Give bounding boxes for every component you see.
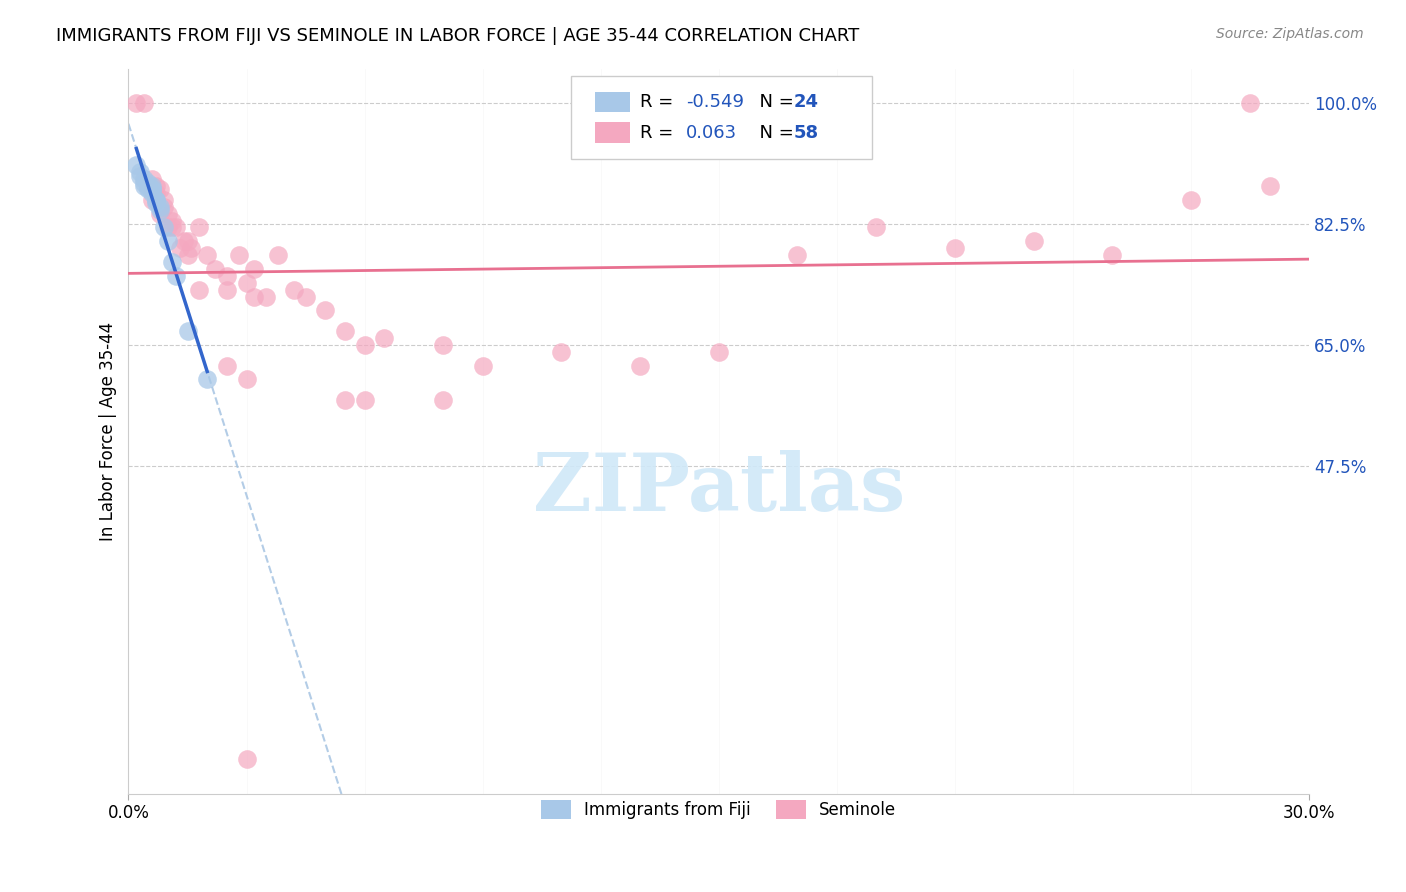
Point	[195, 372, 218, 386]
Point	[134, 179, 156, 194]
Point	[1239, 96, 1261, 111]
Point	[153, 220, 176, 235]
Point	[180, 241, 202, 255]
Text: R =: R =	[640, 94, 679, 112]
Point	[160, 220, 183, 235]
Text: R =: R =	[640, 124, 679, 142]
Legend: Immigrants from Fiji, Seminole: Immigrants from Fiji, Seminole	[534, 793, 903, 826]
Point	[432, 338, 454, 352]
Point	[550, 344, 572, 359]
Point	[1101, 248, 1123, 262]
Point	[134, 176, 156, 190]
Point	[134, 172, 156, 186]
Point	[141, 193, 163, 207]
Point	[129, 169, 152, 183]
Point	[134, 96, 156, 111]
Point	[145, 193, 167, 207]
Text: 0.063: 0.063	[686, 124, 737, 142]
Point	[165, 268, 187, 283]
Point	[432, 393, 454, 408]
Point	[1180, 193, 1202, 207]
Point	[173, 234, 195, 248]
Point	[786, 248, 808, 262]
Point	[215, 359, 238, 373]
Point	[353, 393, 375, 408]
Point	[169, 241, 191, 255]
Point	[160, 213, 183, 227]
Point	[294, 289, 316, 303]
Point	[243, 289, 266, 303]
Point	[176, 234, 198, 248]
Point	[149, 206, 172, 220]
Point	[235, 276, 257, 290]
Point	[141, 186, 163, 200]
FancyBboxPatch shape	[571, 76, 872, 159]
Point	[235, 752, 257, 766]
FancyBboxPatch shape	[595, 92, 630, 112]
Point	[125, 96, 148, 111]
Point	[160, 255, 183, 269]
Point	[707, 344, 730, 359]
Point	[136, 179, 159, 194]
Point	[235, 372, 257, 386]
Point	[333, 393, 356, 408]
Point	[176, 248, 198, 262]
Point	[141, 179, 163, 194]
Point	[125, 158, 148, 172]
Point	[176, 324, 198, 338]
Point	[1022, 234, 1045, 248]
Point	[153, 193, 176, 207]
Point	[149, 182, 172, 196]
Point	[243, 261, 266, 276]
Point	[149, 203, 172, 218]
Point	[145, 179, 167, 194]
Text: 58: 58	[793, 124, 818, 142]
Point	[865, 220, 887, 235]
Point	[228, 248, 250, 262]
Text: IMMIGRANTS FROM FIJI VS SEMINOLE IN LABOR FORCE | AGE 35-44 CORRELATION CHART: IMMIGRANTS FROM FIJI VS SEMINOLE IN LABO…	[56, 27, 859, 45]
Point	[145, 186, 167, 200]
Point	[215, 283, 238, 297]
Point	[145, 196, 167, 211]
Point	[471, 359, 494, 373]
Point	[141, 182, 163, 196]
Text: Source: ZipAtlas.com: Source: ZipAtlas.com	[1216, 27, 1364, 41]
Point	[267, 248, 290, 262]
Point	[188, 283, 211, 297]
Point	[195, 248, 218, 262]
Point	[129, 165, 152, 179]
Point	[254, 289, 277, 303]
Point	[283, 283, 305, 297]
Point	[145, 193, 167, 207]
Point	[353, 338, 375, 352]
Text: ZIPatlas: ZIPatlas	[533, 450, 905, 528]
Text: N =: N =	[748, 94, 800, 112]
Point	[156, 206, 179, 220]
Point	[141, 182, 163, 196]
Point	[314, 303, 336, 318]
Point	[136, 176, 159, 190]
Text: N =: N =	[748, 124, 800, 142]
Point	[628, 359, 651, 373]
Point	[156, 234, 179, 248]
Point	[943, 241, 966, 255]
Point	[141, 182, 163, 196]
Point	[153, 200, 176, 214]
Point	[141, 172, 163, 186]
Point	[204, 261, 226, 276]
FancyBboxPatch shape	[595, 122, 630, 143]
Point	[1258, 179, 1281, 194]
Point	[149, 200, 172, 214]
Point	[136, 182, 159, 196]
Text: 24: 24	[793, 94, 818, 112]
Point	[156, 220, 179, 235]
Point	[215, 268, 238, 283]
Text: -0.549: -0.549	[686, 94, 744, 112]
Y-axis label: In Labor Force | Age 35-44: In Labor Force | Age 35-44	[100, 322, 117, 541]
Point	[333, 324, 356, 338]
Point	[165, 220, 187, 235]
Point	[373, 331, 395, 345]
Point	[188, 220, 211, 235]
